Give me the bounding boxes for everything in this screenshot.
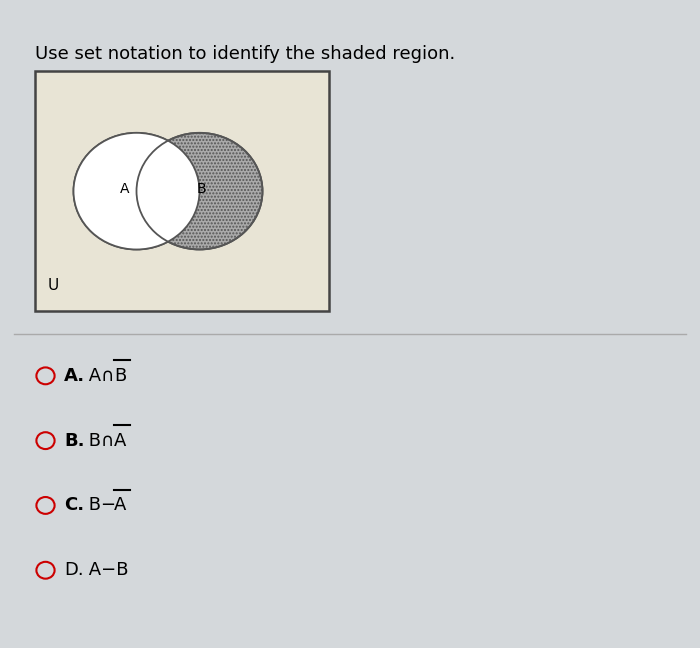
Text: A: A [114,432,127,450]
Text: A.: A. [64,367,85,385]
Text: C.: C. [64,496,85,515]
Text: B.: B. [64,432,85,450]
Circle shape [136,133,262,249]
Text: Use set notation to identify the shaded region.: Use set notation to identify the shaded … [35,45,455,64]
Circle shape [74,133,200,249]
Text: B: B [197,182,206,196]
FancyBboxPatch shape [35,71,329,311]
Text: B: B [114,367,127,385]
Text: A: A [120,182,130,196]
Text: A∩: A∩ [83,367,114,385]
Text: U: U [48,278,59,293]
Text: B−: B− [83,496,116,515]
Text: A−B: A−B [83,561,128,579]
Text: D.: D. [64,561,84,579]
Text: A: A [114,496,127,515]
Text: B∩: B∩ [83,432,113,450]
Circle shape [74,133,200,249]
